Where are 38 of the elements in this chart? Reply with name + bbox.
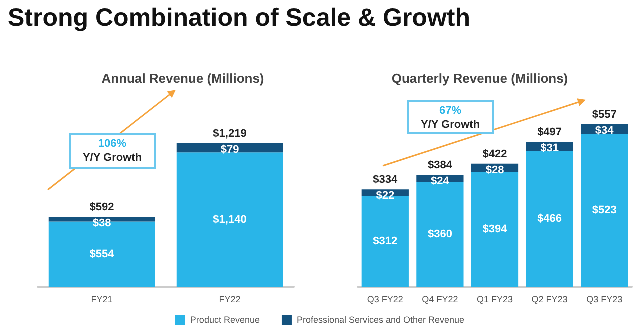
bar <box>581 134 628 287</box>
data-label: $523 <box>592 204 617 217</box>
legend-label: Professional Services and Other Revenue <box>296 315 465 325</box>
total-label: $592 <box>90 202 114 214</box>
data-label: $31 <box>540 142 559 155</box>
total-label: $334 <box>373 174 399 186</box>
x-tick-label: Q1 FY23 <box>476 294 514 304</box>
annotation: 67% Y/Y Growth <box>420 104 482 132</box>
x-tick-label: Q4 FY22 <box>422 294 458 304</box>
text: Strong Combination of Scale & Growth <box>8 4 470 33</box>
total-label: $557 <box>592 109 617 122</box>
legend-label: Product Revenue <box>190 315 260 325</box>
data-label: $34 <box>595 125 615 138</box>
data-label: $394 <box>482 224 508 236</box>
data-label: $22 <box>376 190 395 202</box>
data-label: $1,140 <box>213 214 247 226</box>
bar <box>526 151 574 287</box>
chart-title: Annual Revenue (Millions) <box>102 71 264 86</box>
x-tick-label: Q3 FY23 <box>586 294 623 304</box>
annotation: 106% Y/Y Growth <box>82 137 144 165</box>
data-label: $79 <box>220 144 240 156</box>
x-tick-label: FY21 <box>91 294 113 304</box>
x-tick-label: Q3 FY22 <box>367 294 404 304</box>
data-label: $554 <box>90 248 116 260</box>
data-label: $38 <box>92 218 112 230</box>
x-tick-label: FY22 <box>219 294 241 304</box>
chart-title: Quarterly Revenue (Millions) <box>392 71 568 86</box>
data-label: $312 <box>373 236 398 248</box>
total-label: $1,219 <box>213 128 247 140</box>
data-label: $28 <box>486 164 504 176</box>
total-label: $497 <box>538 126 562 139</box>
total-label: $384 <box>428 160 454 172</box>
x-tick-label: Q2 FY23 <box>532 294 568 304</box>
data-label: $360 <box>428 228 452 240</box>
total-label: $422 <box>482 148 508 160</box>
data-label: $24 <box>431 176 450 188</box>
bar <box>176 152 284 287</box>
data-label: $466 <box>538 213 562 226</box>
